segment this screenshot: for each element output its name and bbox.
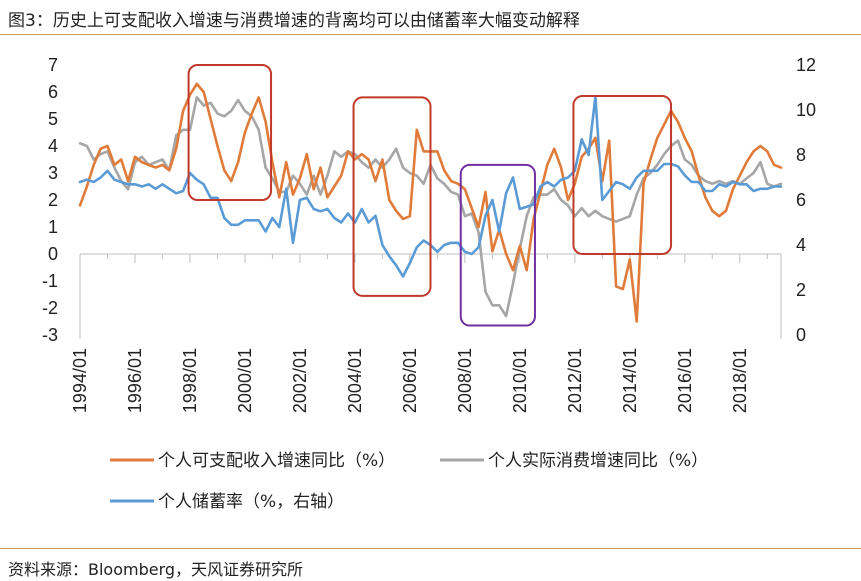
x-axis-tick-label: 1994/01 (70, 348, 90, 413)
highlight-box-2 (352, 96, 432, 297)
x-axis-tick-label: 1996/01 (125, 348, 145, 413)
legend-label-2: 个人实际消费增速同比（%） (488, 451, 708, 471)
left-axis-tick-label: 0 (48, 244, 58, 264)
x-axis-tick-label: 2014/01 (620, 348, 640, 413)
right-axis-tick-label: 6 (796, 190, 806, 210)
right-axis-tick-label: 10 (796, 100, 816, 120)
left-axis-tick-label: 1 (48, 217, 58, 237)
figure-title: 图3：历史上可支配收入增速与消费增速的背离均可以由储蓄率大幅变动解释 (8, 11, 580, 31)
left-axis-tick-label: -3 (42, 325, 58, 345)
right-axis-tick-label: 0 (796, 325, 806, 345)
legend: 个人可支配收入增速同比（%） 个人实际消费增速同比（%） 个人储蓄率（%，右轴） (110, 451, 708, 512)
left-axis-tick-label: 5 (48, 109, 58, 129)
left-axis-tick-label: 7 (48, 55, 58, 75)
x-axis-tick-label: 2016/01 (675, 348, 695, 413)
right-axis-tick-label: 8 (796, 145, 806, 165)
title-divider (0, 34, 861, 35)
legend-label-3: 个人储蓄率（%，右轴） (158, 492, 344, 512)
x-axis: 1994/01 1996/01 1998/01 2000/01 2002/01 2004/… (70, 253, 782, 413)
right-axis-tick-label: 12 (796, 55, 816, 75)
highlight-box-4 (572, 95, 673, 255)
x-axis-tick-label: 2006/01 (400, 348, 420, 413)
left-axis-tick-label: 2 (48, 190, 58, 210)
x-axis-tick-label: 2012/01 (565, 348, 585, 413)
left-axis-ticks: 7 6 5 4 3 2 1 0 -1 -2 -3 (42, 55, 58, 345)
right-axis-tick-label: 2 (796, 280, 806, 300)
x-axis-tick-label: 1998/01 (180, 348, 200, 413)
source-divider (0, 548, 861, 549)
right-axis-tick-label: 4 (796, 235, 806, 255)
left-axis-tick-label: -1 (42, 271, 58, 291)
x-axis-tick-label: 2004/01 (345, 348, 365, 413)
x-axis-tick-label: 2008/01 (455, 348, 475, 413)
x-axis-tick-label: 2010/01 (510, 348, 530, 413)
legend-label-1: 个人可支配收入增速同比（%） (158, 451, 395, 471)
highlight-box-3 (459, 163, 536, 327)
left-axis-tick-label: 3 (48, 163, 58, 183)
x-axis-tick-label: 2000/01 (235, 348, 255, 413)
left-axis-tick-label: -2 (42, 298, 58, 318)
right-axis-ticks: 12 10 8 6 4 2 0 (796, 55, 816, 345)
x-axis-tick-label: 2002/01 (290, 348, 310, 413)
x-axis-tick-label: 2018/01 (730, 348, 750, 413)
left-axis-tick-label: 4 (48, 136, 58, 156)
highlight-boxes (187, 64, 673, 327)
source-note: 资料来源：Bloomberg，天风证券研究所 (8, 560, 304, 579)
left-axis-tick-label: 6 (48, 82, 58, 102)
highlight-box-1 (187, 64, 273, 201)
